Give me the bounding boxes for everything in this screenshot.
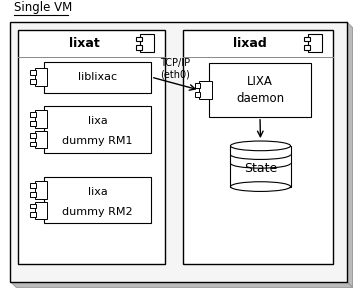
Bar: [44, 106, 151, 153]
Text: TCP/IP
(eth0): TCP/IP (eth0): [160, 58, 190, 80]
Bar: [304, 45, 310, 50]
Bar: [35, 202, 47, 219]
Text: dummy RM1: dummy RM1: [62, 136, 133, 146]
Bar: [230, 146, 291, 187]
Bar: [35, 181, 47, 199]
Text: lixa: lixa: [88, 187, 108, 197]
Bar: [35, 68, 47, 86]
Bar: [199, 81, 212, 99]
Text: liblixac: liblixac: [78, 72, 117, 82]
Bar: [136, 36, 142, 41]
Bar: [308, 34, 322, 52]
Ellipse shape: [230, 141, 291, 151]
Bar: [209, 64, 311, 117]
Bar: [35, 131, 47, 148]
Bar: [35, 110, 47, 128]
Bar: [30, 212, 35, 217]
Bar: [304, 36, 310, 41]
Polygon shape: [347, 22, 353, 287]
Bar: [30, 203, 35, 209]
Bar: [30, 133, 35, 138]
Bar: [140, 34, 154, 52]
Bar: [30, 141, 35, 146]
Bar: [44, 177, 151, 223]
Text: lixat: lixat: [69, 37, 99, 50]
Text: dummy RM2: dummy RM2: [62, 207, 133, 217]
Bar: [30, 79, 35, 84]
Ellipse shape: [230, 182, 291, 191]
Bar: [195, 83, 200, 88]
Bar: [44, 61, 151, 92]
Text: lixad: lixad: [234, 37, 267, 50]
Text: Single VM: Single VM: [14, 1, 73, 14]
Text: State: State: [244, 162, 277, 175]
Text: lixa: lixa: [88, 116, 108, 126]
Bar: [30, 121, 35, 126]
Bar: [30, 192, 35, 197]
Text: LIXA
daemon: LIXA daemon: [236, 75, 284, 105]
Bar: [195, 92, 200, 97]
Bar: [30, 112, 35, 117]
Bar: [136, 45, 142, 50]
Bar: [30, 183, 35, 188]
Bar: [183, 29, 333, 264]
Bar: [10, 22, 347, 282]
Bar: [18, 29, 165, 264]
Bar: [30, 70, 35, 75]
Polygon shape: [10, 282, 353, 287]
